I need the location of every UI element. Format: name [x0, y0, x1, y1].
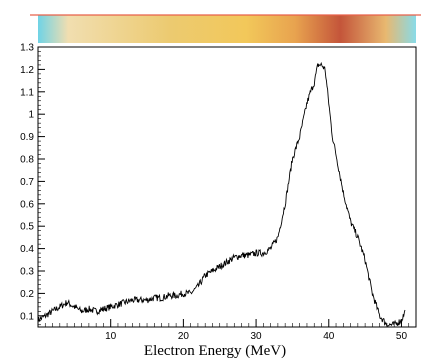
- y-tick-label: 1.3: [20, 43, 34, 54]
- y-tick-label: 0.7: [20, 177, 34, 188]
- x-axis-title: Electron Energy (MeV): [144, 343, 286, 359]
- y-tick-label: 0.6: [20, 199, 34, 210]
- x-tick-label: 30: [251, 331, 263, 342]
- y-tick-label: 0.4: [20, 244, 34, 255]
- y-tick-label: 0.9: [20, 132, 34, 143]
- y-tick-label: 0.3: [20, 267, 34, 278]
- x-axis: 10 20 30 40 50: [44, 319, 410, 342]
- y-tick-label: 1.2: [20, 65, 34, 76]
- y-tick-label: 0.1: [20, 311, 34, 322]
- plot-frame: [37, 46, 417, 328]
- y-tick-label: 0.8: [20, 155, 34, 166]
- y-tick-label: 0.5: [20, 222, 34, 233]
- series-line: [37, 61, 406, 327]
- y-axis: 0.1 0.2 0.3 0.4 0.5 0.6 0.7 0.8 0.9 1 1.1 1.2 1.3: [20, 43, 45, 326]
- x-tick-label: 50: [396, 331, 408, 342]
- spectrum-strip: [38, 15, 416, 43]
- x-tick-label: 10: [105, 331, 117, 342]
- x-tick-label: 20: [178, 331, 190, 342]
- y-tick-label: 0.2: [20, 289, 34, 300]
- y-tick-label: 1.1: [20, 87, 34, 98]
- x-tick-label: 40: [323, 331, 335, 342]
- y-tick-label: 1: [28, 110, 34, 121]
